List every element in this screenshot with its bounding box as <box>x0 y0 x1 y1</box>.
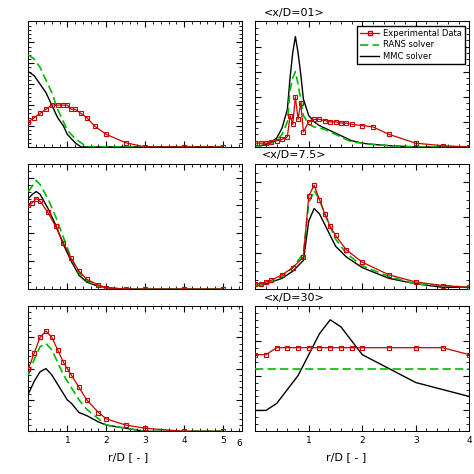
Text: <x/D=7.5>: <x/D=7.5> <box>262 150 326 160</box>
Text: <x/D=30>: <x/D=30> <box>264 292 324 302</box>
Text: <x/D=01>: <x/D=01> <box>264 8 324 18</box>
Text: 6: 6 <box>237 439 242 448</box>
Legend: Experimental Data, RANS solver, MMC solver: Experimental Data, RANS solver, MMC solv… <box>357 26 465 64</box>
Text: r/D [ - ]: r/D [ - ] <box>108 452 148 462</box>
Text: r/D [ - ]: r/D [ - ] <box>326 452 366 462</box>
